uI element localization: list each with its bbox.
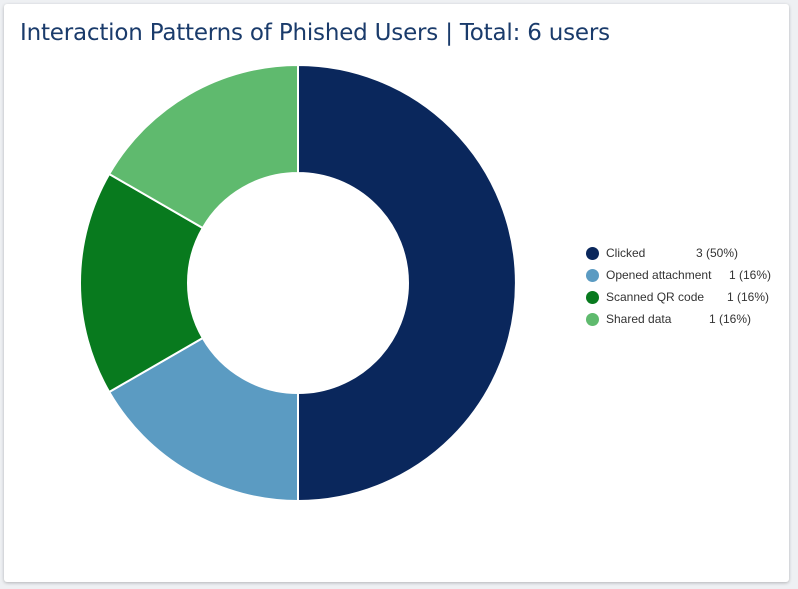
slice-shared-data[interactable]	[107, 63, 299, 230]
slice-clicked[interactable]	[297, 63, 517, 503]
legend-label: Opened attachment	[606, 268, 712, 282]
legend-value: 1 (16%)	[729, 268, 772, 282]
legend-item-clicked[interactable]: Clicked 3 (50%)	[586, 242, 771, 264]
legend-marker	[586, 290, 599, 304]
legend-marker	[586, 246, 599, 260]
chart-legend: Clicked 3 (50%) Opened attachment 1 (16%) Sc…	[586, 242, 771, 330]
legend-value: 1 (16%)	[709, 312, 752, 326]
legend-item-shared-data[interactable]: Shared data 1 (16%)	[586, 308, 771, 330]
legend-item-opened-attachment[interactable]: Opened attachment 1 (16%)	[586, 264, 771, 286]
donut-chart	[79, 63, 517, 503]
legend-value: 1 (16%)	[727, 290, 770, 304]
legend-item-scanned-qr-code[interactable]: Scanned QR code 1 (16%)	[586, 286, 771, 308]
chart-card: Interaction Patterns of Phished Users | …	[4, 4, 789, 582]
legend-marker	[586, 312, 599, 326]
legend-label: Clicked	[606, 246, 646, 260]
slice-scanned-qr-code[interactable]	[79, 172, 205, 394]
legend-marker	[586, 268, 599, 282]
legend-value: 3 (50%)	[696, 246, 739, 260]
legend-label: Scanned QR code	[606, 290, 705, 304]
legend-label: Shared data	[606, 312, 672, 326]
chart-title: Interaction Patterns of Phished Users | …	[20, 20, 610, 46]
slice-opened-attachment[interactable]	[107, 336, 299, 503]
